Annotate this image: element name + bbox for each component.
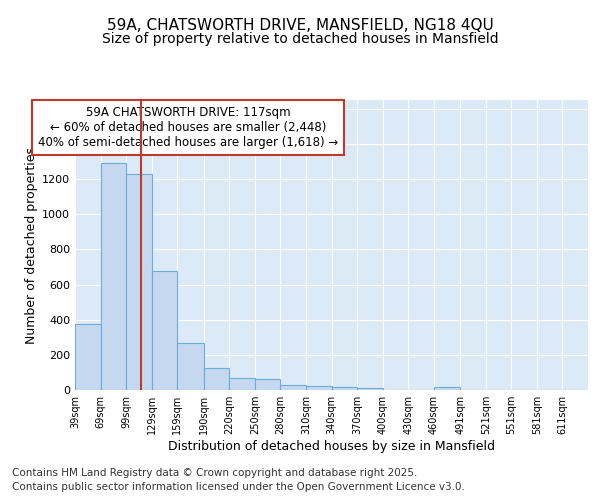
Bar [306, 386, 331, 390]
Bar [203, 368, 229, 390]
Bar [152, 272, 177, 390]
Text: Contains public sector information licensed under the Open Government Licence v3: Contains public sector information licen… [12, 482, 465, 492]
X-axis label: Distribution of detached houses by size in Mansfield: Distribution of detached houses by size … [168, 440, 495, 453]
Bar [101, 164, 126, 390]
Text: Contains HM Land Registry data © Crown copyright and database right 2025.: Contains HM Land Registry data © Crown c… [12, 468, 418, 477]
Text: 59A, CHATSWORTH DRIVE, MANSFIELD, NG18 4QU: 59A, CHATSWORTH DRIVE, MANSFIELD, NG18 4… [107, 18, 493, 32]
Bar [75, 324, 101, 390]
Bar [126, 174, 152, 390]
Text: Size of property relative to detached houses in Mansfield: Size of property relative to detached ho… [101, 32, 499, 46]
Bar [331, 388, 357, 390]
Bar [357, 388, 383, 390]
Y-axis label: Number of detached properties: Number of detached properties [25, 146, 38, 344]
Bar [177, 342, 203, 390]
Bar [255, 378, 280, 390]
Bar [434, 388, 460, 390]
Bar [280, 384, 306, 390]
Bar [229, 378, 255, 390]
Text: 59A CHATSWORTH DRIVE: 117sqm
← 60% of detached houses are smaller (2,448)
40% of: 59A CHATSWORTH DRIVE: 117sqm ← 60% of de… [38, 106, 338, 149]
